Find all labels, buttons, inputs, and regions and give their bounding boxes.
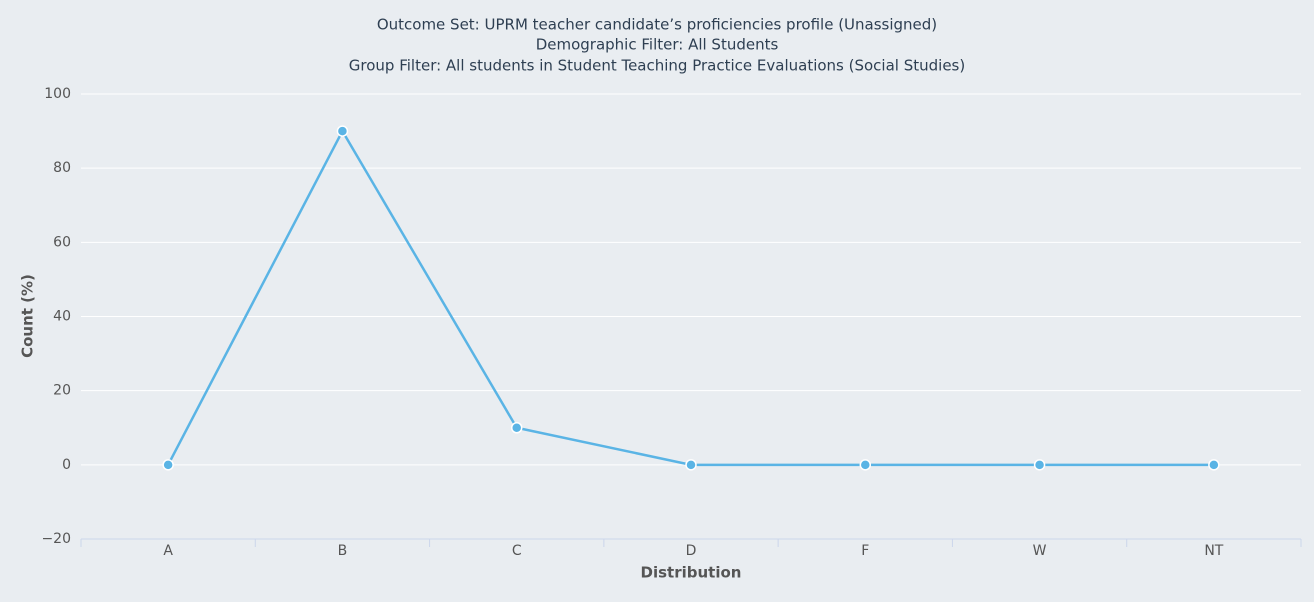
- x-tick-label: D: [686, 543, 697, 559]
- x-tick-label: NT: [1204, 543, 1223, 559]
- y-tick-label: 20: [53, 383, 71, 399]
- data-point: [1208, 459, 1220, 471]
- x-tick-label: B: [338, 543, 348, 559]
- data-point: [162, 459, 174, 471]
- x-tick-label: C: [512, 543, 522, 559]
- y-tick-label: 60: [53, 234, 71, 250]
- data-point: [336, 125, 349, 137]
- data-point: [859, 459, 872, 471]
- y-tick-label: −20: [41, 531, 71, 547]
- chart-title: Group Filter: All students in Student Te…: [349, 57, 965, 75]
- data-point: [1033, 459, 1046, 471]
- x-tick-label: W: [1033, 543, 1047, 559]
- chart-title: Demographic Filter: All Students: [536, 36, 779, 54]
- data-point: [510, 422, 523, 434]
- y-tick-label: 100: [44, 86, 71, 102]
- x-axis-title: Distribution: [641, 564, 742, 582]
- y-tick-label: 40: [53, 309, 71, 325]
- y-tick-label: 80: [53, 160, 71, 176]
- y-axis-title: Count (%): [19, 274, 37, 358]
- data-point: [685, 459, 697, 471]
- x-tick-label: F: [861, 543, 869, 559]
- chart-title: Outcome Set: UPRM teacher candidate’s pr…: [377, 16, 937, 34]
- y-tick-label: 0: [62, 457, 71, 473]
- x-tick-label: A: [163, 543, 173, 559]
